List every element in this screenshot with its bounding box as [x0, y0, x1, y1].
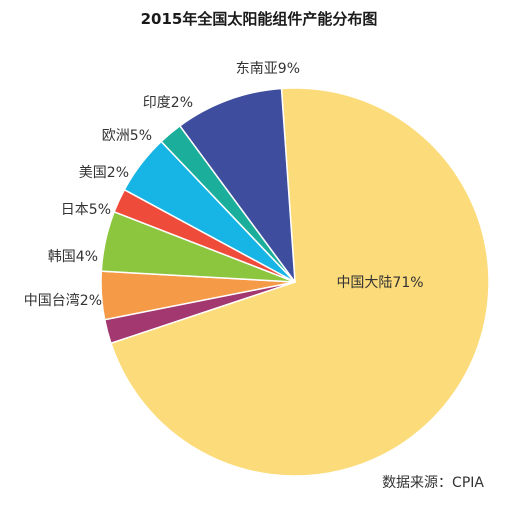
pie-labels: 中国大陆71% 中国台湾2% 韩国4% 日本5% 美国2% 欧洲5% 印度2% 东南亚9%	[24, 61, 424, 309]
slice-label-1: 中国大陆71%	[336, 275, 423, 291]
pie-slices	[100, 87, 490, 477]
slice-label-7: 印度2%	[143, 95, 193, 111]
slice-label-3: 韩国4%	[48, 249, 98, 265]
chart-title: 2015年全国太阳能组件产能分布图	[141, 10, 378, 28]
pie-slice-1	[110, 87, 490, 477]
source-note: 数据来源：CPIA	[382, 475, 484, 491]
pie-slice-8	[179, 87, 296, 283]
slice-label-8: 东南亚9%	[236, 61, 300, 77]
slice-label-4: 日本5%	[61, 202, 111, 218]
slice-label-2: 中国台湾2%	[24, 292, 102, 309]
slice-label-5: 美国2%	[79, 165, 129, 181]
slice-label-6: 欧洲5%	[102, 128, 152, 144]
